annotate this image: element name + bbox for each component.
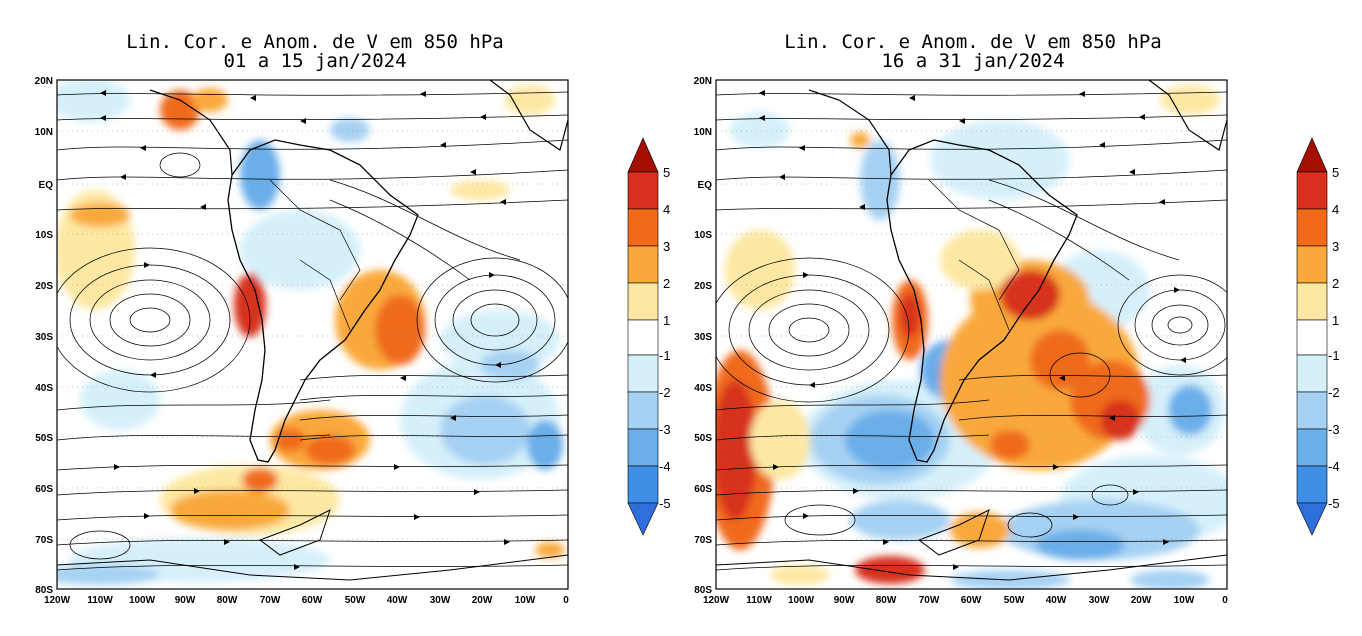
lon-label: 10W: [1174, 595, 1195, 606]
anomaly-field-1: [57, 80, 568, 585]
colorbar-tick: 5: [1332, 165, 1339, 180]
colorbar-tick: 2: [663, 276, 670, 291]
lon-label: 40W: [387, 595, 408, 606]
map-title-2-line2: 16 a 31 jan/2024: [881, 50, 1065, 72]
lon-label: 120W: [44, 595, 71, 606]
colorbar-tick: 3: [1332, 239, 1339, 254]
lon-axis-2: 120W 110W 100W 90W 80W 70W 60W 50W 40W 3…: [703, 595, 1228, 606]
lon-label: 50W: [345, 595, 366, 606]
lon-label: 40W: [1046, 595, 1067, 606]
lon-label: 100W: [788, 595, 815, 606]
lat-grid-1: [57, 130, 568, 540]
colorbar-tick: 4: [1332, 202, 1339, 217]
colorbar-tick: -3: [659, 422, 671, 437]
lat-label: 20N: [35, 76, 53, 87]
colorbar-tick: -5: [659, 496, 671, 511]
lat-label: 20N: [694, 76, 712, 87]
colorbar-tick: -4: [1328, 459, 1340, 474]
colorbar-tick: 5: [663, 165, 670, 180]
lat-label: 20S: [35, 281, 53, 292]
lat-axis-1: 20N 10N EQ 10S 20S 30S 40S 50S 60S 70S 8…: [35, 76, 54, 596]
south-america-outline-2: [886, 139, 1078, 463]
map-panel-2: 20N 10N EQ 10S 20S 30S 40S 50S 60S 70S 8…: [694, 76, 1229, 606]
lon-label: 0: [1222, 595, 1228, 606]
lat-label: 30S: [694, 332, 712, 343]
lon-label: 30W: [1089, 595, 1110, 606]
anomaly-field-2: [716, 80, 1227, 589]
colorbar-tick: -1: [659, 348, 671, 363]
lat-label: 10N: [35, 127, 53, 138]
map-panel-1: 20N 10N EQ 10S 20S 30S 40S 50S 60S 70S 8…: [35, 76, 570, 606]
lat-label: 70S: [694, 535, 712, 546]
lon-label: 80W: [217, 595, 238, 606]
stream-arrows-1: [100, 90, 510, 570]
lon-label: 60W: [302, 595, 323, 606]
lat-label: 80S: [35, 585, 53, 596]
lat-label: 10S: [35, 230, 53, 241]
lon-axis-1: 120W 110W 100W 90W 80W 70W 60W 50W 40W 3…: [44, 595, 569, 606]
colorbar-tick: -2: [1328, 385, 1340, 400]
south-america-outline-1: [227, 139, 419, 463]
lon-label: 60W: [961, 595, 982, 606]
lon-label: 70W: [919, 595, 940, 606]
colorbar-2: 5 4 3 2 1 -1 -2 -3 -4 -5: [1296, 137, 1340, 536]
lat-label: 20S: [694, 281, 712, 292]
stream-arrows-2: [759, 90, 1186, 570]
lat-label: 10S: [694, 230, 712, 241]
colorbar-tick: -1: [1328, 348, 1340, 363]
colorbar-1: 5 4 3 2 1 -1 -2 -3 -4 -5: [627, 137, 671, 536]
lon-label: 80W: [876, 595, 897, 606]
lon-label: 110W: [87, 595, 113, 606]
colorbar-tick: -4: [659, 459, 671, 474]
lat-label: 60S: [35, 484, 53, 495]
colorbar-tick: 1: [663, 313, 670, 328]
lat-axis-2: 20N 10N EQ 10S 20S 30S 40S 50S 60S 70S 8…: [694, 76, 713, 596]
lon-label: 0: [563, 595, 569, 606]
map-title-1: Lin. Cor. e Anom. de V em 850 hPa 01 a 1…: [60, 33, 570, 71]
lat-label: 40S: [35, 383, 53, 394]
map-title-2: Lin. Cor. e Anom. de V em 850 hPa 16 a 3…: [718, 33, 1228, 71]
lat-label: 40S: [694, 383, 712, 394]
colorbar-tick: -3: [1328, 422, 1340, 437]
lon-label: 30W: [430, 595, 451, 606]
colorbar-tick: 1: [1332, 313, 1339, 328]
colorbar-tick: -5: [1328, 496, 1340, 511]
lon-label: 110W: [746, 595, 772, 606]
lon-label: 70W: [260, 595, 281, 606]
lat-label: EQ: [698, 180, 713, 191]
map-frame-1: [56, 79, 569, 590]
lat-label: 50S: [35, 433, 53, 444]
lat-label: EQ: [39, 180, 54, 191]
lon-label: 50W: [1004, 595, 1025, 606]
lat-label: 80S: [694, 585, 712, 596]
colorbar-tick: 4: [663, 202, 670, 217]
lat-label: 30S: [35, 332, 53, 343]
colorbar-tick: -2: [659, 385, 671, 400]
colorbar-tick: 2: [1332, 276, 1339, 291]
lon-label: 20W: [1131, 595, 1152, 606]
lat-grid-2: [716, 130, 1227, 540]
lat-label: 50S: [694, 433, 712, 444]
lon-label: 100W: [129, 595, 156, 606]
map-title-2-line1: Lin. Cor. e Anom. de V em 850 hPa: [784, 31, 1162, 53]
lat-label: 70S: [35, 535, 53, 546]
colorbar-tick: 3: [663, 239, 670, 254]
map-title-1-line2: 01 a 15 jan/2024: [223, 50, 407, 72]
lon-label: 90W: [834, 595, 855, 606]
lon-label: 10W: [515, 595, 536, 606]
lon-label: 20W: [472, 595, 493, 606]
map-frame-2: [715, 79, 1228, 590]
lon-label: 90W: [175, 595, 196, 606]
map-title-1-line1: Lin. Cor. e Anom. de V em 850 hPa: [126, 31, 504, 53]
lat-label: 10N: [694, 127, 712, 138]
lon-label: 120W: [703, 595, 730, 606]
lat-label: 60S: [694, 484, 712, 495]
